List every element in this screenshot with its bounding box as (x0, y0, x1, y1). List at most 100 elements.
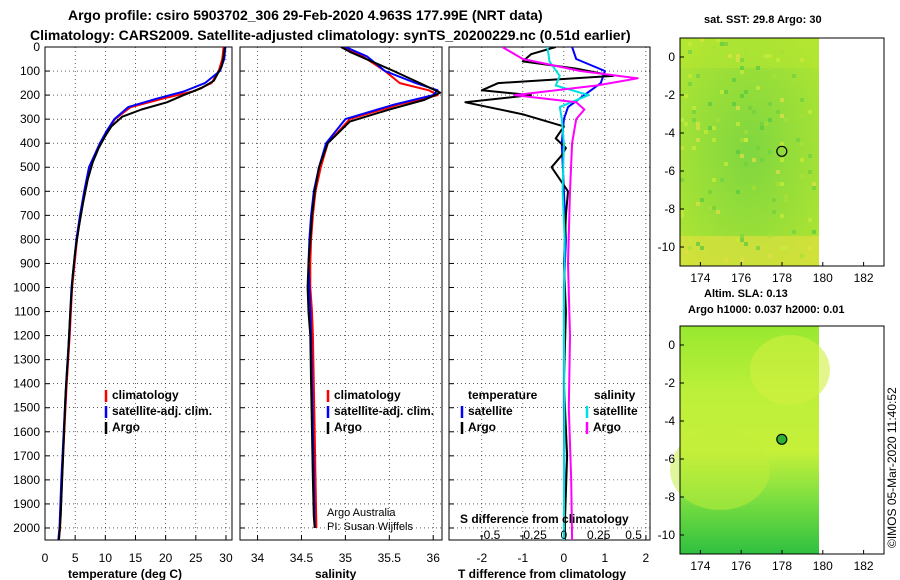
series-line-climatology (57, 47, 225, 540)
lat-tick-label: 0 (668, 338, 675, 352)
depth-tick-label: 200 (20, 88, 40, 102)
sst-pixel (680, 214, 684, 218)
sst-pixel (800, 114, 804, 118)
sst-pixel (740, 94, 744, 98)
sst-pixel (808, 110, 812, 114)
sst-map: sat. SST: 29.8 Argo: 30 174 176 178 180 182 … (658, 14, 885, 285)
sst-pixel (708, 206, 712, 210)
depth-tick-label: 700 (20, 208, 40, 222)
sst-pixel (740, 258, 744, 262)
sst-pixel (784, 118, 788, 122)
legend-label-sal-argo: Argo (593, 420, 621, 434)
lon-tick-label: 174 (690, 559, 710, 573)
series-line-satellite-adj-clim- (307, 47, 439, 529)
depth-tick-label: 1900 (13, 497, 40, 511)
lat-tick-label: -10 (658, 240, 676, 254)
x-tick-label: 20 (159, 551, 173, 565)
sst-pixel (716, 210, 720, 214)
salinity-tick-labels: 34 34.5 35 35.5 36 (251, 551, 440, 565)
sst-pixel (780, 114, 784, 118)
sst-pixel (740, 138, 744, 142)
s-diff-tick-label: 0 (561, 528, 568, 542)
profile-location-marker (776, 145, 788, 157)
depth-tick-label: 1300 (13, 353, 40, 367)
depth-tick-label: 500 (20, 160, 40, 174)
sst-pixel (696, 242, 700, 246)
sst-pixel (684, 94, 688, 98)
sst-pixel (768, 102, 772, 106)
sst-pixel (720, 178, 724, 182)
sst-pixel (800, 174, 804, 178)
lon-tick-label: 180 (813, 559, 833, 573)
sst-pixel (776, 110, 780, 114)
lat-tick-label: -4 (664, 126, 675, 140)
sst-pixel (756, 246, 760, 250)
salinity-axes-frame (239, 46, 443, 541)
sst-pixel (680, 118, 684, 122)
sst-pixel (780, 98, 784, 102)
sst-pixel (712, 126, 716, 130)
sst-pixel (680, 178, 684, 182)
sst-pixel (716, 118, 720, 122)
sst-pixel (700, 38, 704, 42)
profile-location-marker (776, 433, 788, 445)
sst-pixel (768, 254, 772, 258)
sla-map: Altim. SLA: 0.13 Argo h1000: 0.037 h2000… (658, 288, 885, 573)
sst-pixel (780, 246, 784, 250)
sst-pixel (712, 178, 716, 182)
legend-heading-salinity: salinity (594, 388, 636, 402)
sst-pixel (796, 138, 800, 142)
salinity-panel: 34 34.5 35 35.5 36 salinity climatology sate… (239, 46, 443, 580)
sst-pixel (728, 54, 732, 58)
sst-pixel (736, 238, 740, 242)
sst-pixel (768, 234, 772, 238)
legend-label-satellite: satellite-adj. clim. (334, 404, 434, 418)
difference-xlabel: T difference from climatology (458, 567, 626, 580)
lat-tick-label: -10 (658, 528, 676, 542)
s-difference-label: S difference from climatology (460, 512, 629, 526)
sst-pixel (680, 210, 684, 214)
series-line-salinity-argo (501, 47, 639, 540)
sst-pixel (692, 106, 696, 110)
credit-line-1: Argo Australia (327, 507, 396, 519)
sst-pixel (744, 46, 748, 50)
sst-pixel (780, 50, 784, 54)
lon-tick-label: 180 (813, 271, 833, 285)
temperature-tick-labels: 0 5 10 15 20 25 30 (42, 551, 233, 565)
x-tick-label: 25 (189, 551, 203, 565)
sst-pixel (776, 170, 780, 174)
temperature-panel: 0100200300400500600700800900100011001200… (13, 40, 233, 580)
lon-tick-label: 176 (731, 271, 751, 285)
sst-map-title: sat. SST: 29.8 Argo: 30 (704, 14, 822, 26)
sst-pixel (732, 102, 736, 106)
sst-pixel (812, 138, 816, 142)
lat-tick-label: 0 (668, 50, 675, 64)
sst-pixel (764, 54, 768, 58)
sst-pixel (696, 126, 700, 130)
sst-pixel (748, 106, 752, 110)
series-line-climatology (309, 47, 439, 529)
sst-pixel (680, 146, 684, 150)
sst-pixel (696, 70, 700, 74)
title-line-2: Climatology: CARS2009. Satellite-adjuste… (30, 27, 631, 43)
sst-pixel (708, 190, 712, 194)
sst-pixel (732, 78, 736, 82)
x-tick-label: 1 (602, 551, 609, 565)
sst-pixel (780, 158, 784, 162)
lat-tick-label: -6 (664, 452, 675, 466)
x-tick-label: 0 (561, 551, 568, 565)
sst-pixel (740, 238, 744, 242)
sst-pixel (780, 182, 784, 186)
temperature-lines (57, 47, 227, 540)
sst-pixel (772, 74, 776, 78)
sst-pixel (736, 190, 740, 194)
depth-tick-label: 1100 (14, 305, 40, 319)
sst-pixel (684, 122, 688, 126)
x-tick-label: 0 (42, 551, 49, 565)
copyright-stamp: ©IMOS 05-Mar-2020 11:40:52 (885, 387, 899, 548)
sst-pixel (792, 78, 796, 82)
sst-pixel (716, 38, 720, 42)
depth-tick-label: 1500 (13, 401, 40, 415)
x-tick-label: 5 (72, 551, 79, 565)
